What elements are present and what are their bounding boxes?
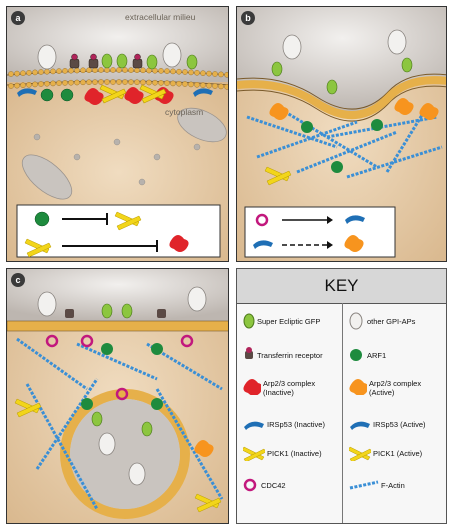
pick1-inactive-icon (243, 446, 265, 461)
extracellular-label: extracellular milieu (125, 12, 196, 22)
transferrin-receptor-group (69, 53, 143, 69)
pick1-inactive-group (99, 84, 167, 104)
key-title: KEY (237, 269, 446, 304)
panel-label: b (241, 11, 255, 25)
gfp-group (91, 303, 153, 437)
inset-legend (16, 204, 221, 258)
vesicle-group (33, 133, 201, 196)
pick1-active-group (14, 398, 222, 513)
arp23-active-group (269, 98, 439, 120)
arp23-active-group (194, 440, 214, 457)
mitochondrion-group (21, 107, 227, 200)
transferrin-receptor-group (65, 309, 166, 318)
arf1-group (81, 343, 163, 410)
pick1-active-group (264, 166, 292, 186)
panel-c-illustration (7, 269, 228, 523)
plasma-membrane (237, 73, 446, 122)
panel-b-illustration (237, 7, 446, 261)
transferrin-receptor-icon (245, 347, 253, 359)
gfp-group (271, 57, 413, 95)
endosome (60, 389, 190, 519)
cdc42-icon (243, 478, 257, 492)
panel-label: c (11, 273, 25, 287)
gpi-ap-group (37, 286, 207, 486)
irsp53-group (17, 88, 213, 97)
plasma-membrane (7, 320, 228, 332)
key-legend: KEY Super Ecliptic GFP other GPI-APs Tra… (236, 268, 447, 524)
gfp-group (101, 53, 198, 70)
gpi-ap-group (37, 42, 182, 70)
panel-a-illustration (7, 7, 228, 261)
irsp53-active-icon (350, 421, 370, 430)
irsp53-inactive-icon (244, 421, 264, 430)
f-actin-icon (349, 480, 379, 490)
panel-c: c (6, 268, 229, 524)
cytoplasm-label: cytoplasm (165, 107, 204, 117)
plasma-membrane (7, 67, 228, 90)
arf1-group (301, 119, 383, 173)
arf1-icon (350, 349, 362, 361)
panel-a: a extracellular milieu cytoplasm (6, 6, 229, 262)
gfp-icon (243, 313, 255, 329)
panel-label: a (11, 11, 25, 25)
arp23-active-icon (349, 379, 367, 395)
gpi-ap-icon (349, 312, 363, 330)
cdc42-group (45, 334, 194, 401)
gpi-ap-group (282, 29, 407, 60)
arf1-group (40, 88, 74, 102)
panel-b: b (236, 6, 447, 262)
pick1-active-icon (349, 446, 371, 461)
inset-legend (244, 206, 396, 258)
arp23-inactive-icon (243, 379, 261, 395)
key-divider (342, 303, 343, 523)
